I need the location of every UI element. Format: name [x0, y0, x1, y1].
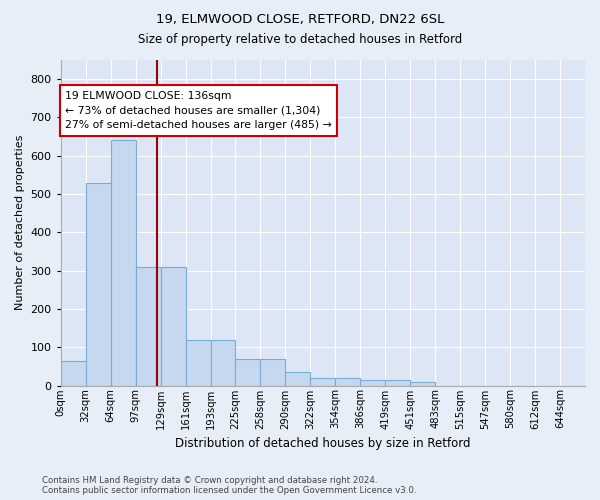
Bar [335, 378, 361, 386]
Bar [161, 267, 185, 386]
Text: 19 ELMWOOD CLOSE: 136sqm
← 73% of detached houses are smaller (1,304)
27% of sem: 19 ELMWOOD CLOSE: 136sqm ← 73% of detach… [65, 90, 332, 130]
Bar [211, 340, 235, 386]
Bar [361, 380, 385, 386]
Bar [86, 182, 110, 386]
X-axis label: Distribution of detached houses by size in Retford: Distribution of detached houses by size … [175, 437, 470, 450]
Bar [310, 378, 335, 386]
Text: Contains HM Land Registry data © Crown copyright and database right 2024.
Contai: Contains HM Land Registry data © Crown c… [42, 476, 416, 495]
Bar [61, 360, 86, 386]
Y-axis label: Number of detached properties: Number of detached properties [15, 135, 25, 310]
Bar [235, 358, 260, 386]
Bar [286, 372, 310, 386]
Bar [385, 380, 410, 386]
Text: Size of property relative to detached houses in Retford: Size of property relative to detached ho… [138, 32, 462, 46]
Bar [185, 340, 211, 386]
Bar [410, 382, 435, 386]
Bar [136, 267, 161, 386]
Text: 19, ELMWOOD CLOSE, RETFORD, DN22 6SL: 19, ELMWOOD CLOSE, RETFORD, DN22 6SL [156, 12, 444, 26]
Bar [110, 140, 136, 386]
Bar [260, 358, 286, 386]
